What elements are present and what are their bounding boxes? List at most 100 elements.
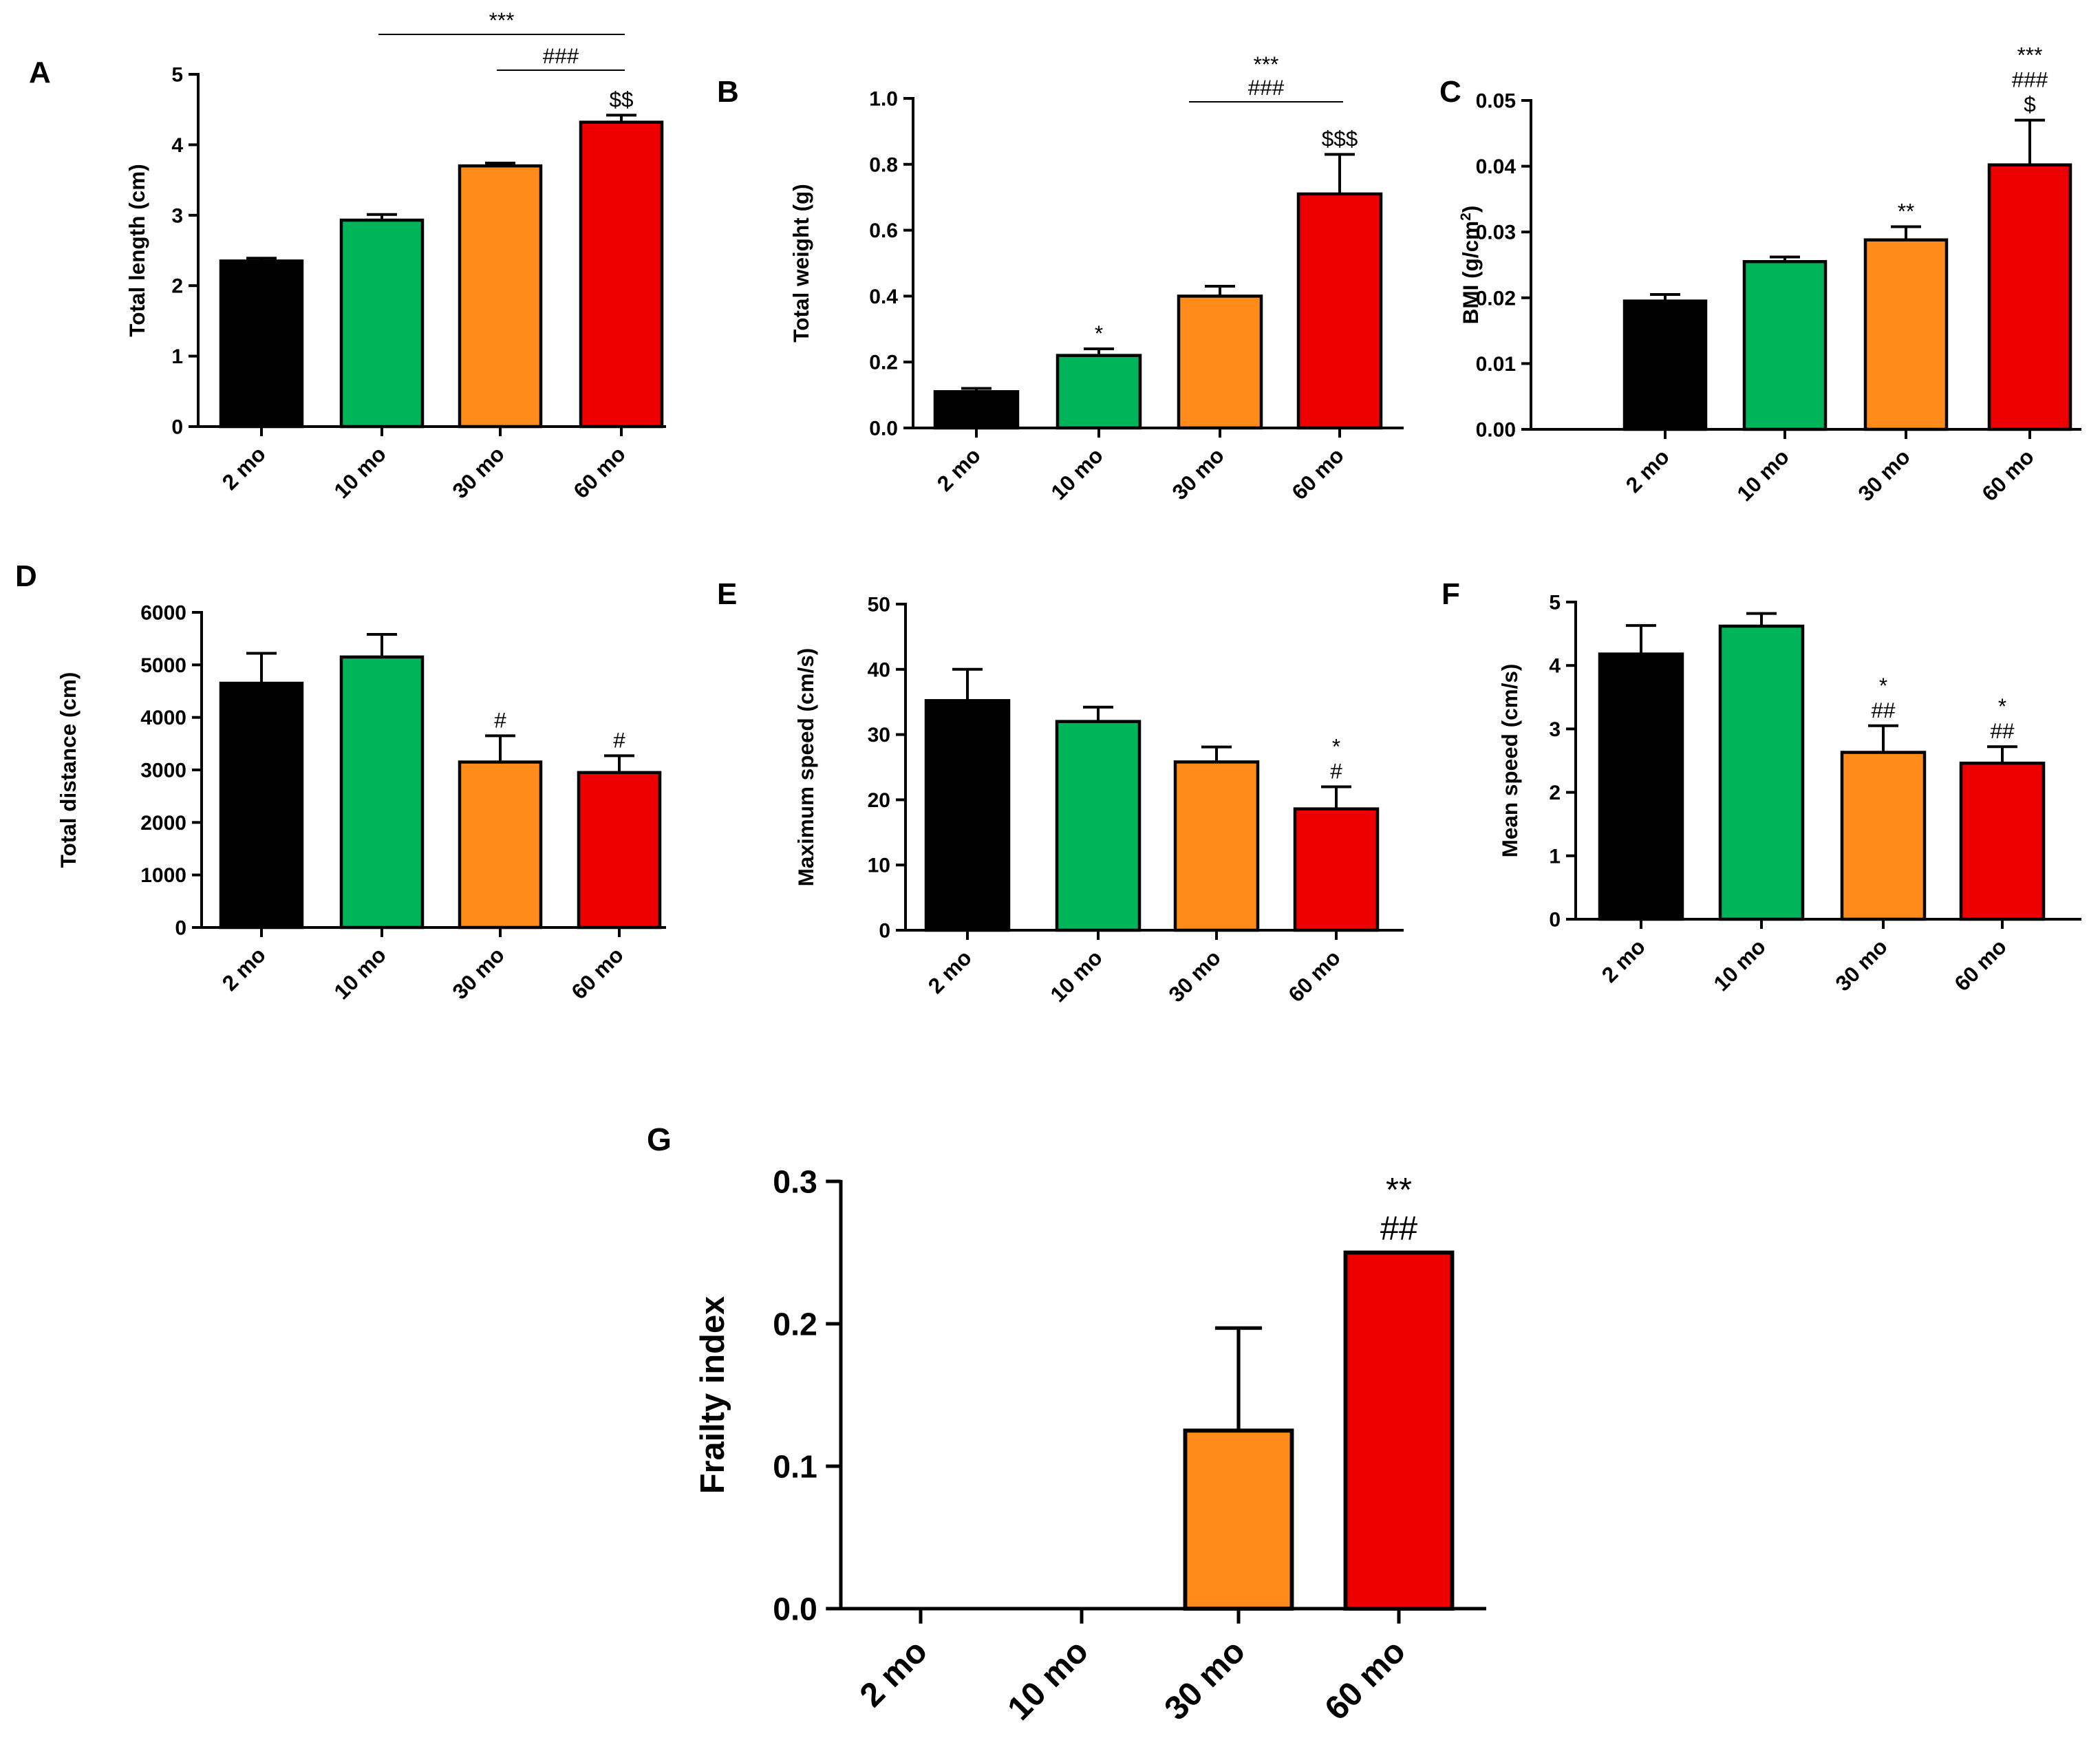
panel-e-bar: [924, 699, 1011, 932]
panel-e-y-tick-label: 40: [868, 658, 890, 681]
panel-c-bar: [1863, 238, 1949, 431]
panel-f-x-tick-label: 30 mo: [1830, 934, 1892, 996]
panel-c-x-tick-label: 10 mo: [1732, 444, 1794, 506]
panel-f-bar: [1718, 624, 1805, 921]
panel-a-bracket-label: ###: [543, 43, 579, 68]
panel-g-bar: [1343, 1250, 1455, 1611]
panel-b-bar: [1296, 192, 1383, 430]
panel-c-x-tick-label: 60 mo: [1977, 444, 2039, 506]
panel-g-significance-mark: **: [1386, 1172, 1412, 1209]
panel-e-y-tick-label: 0: [879, 920, 890, 943]
panel-a-bracket-label: ***: [489, 8, 515, 32]
panel-a-y-tick-label: 2: [171, 275, 183, 298]
panel-b-y-tick-label: 0.4: [869, 286, 898, 308]
panel-g-y-tick-label: 0.0: [773, 1591, 817, 1627]
panel-c-y-tick-label: 0.01: [1476, 353, 1516, 376]
panel-e-x-tick-label: 10 mo: [1045, 945, 1107, 1007]
panel-c-bar: [1987, 163, 2072, 431]
panel-f-y-tick-label: 5: [1549, 592, 1561, 614]
panel-a-x-tick-label: 60 mo: [568, 441, 630, 503]
panel-e-y-tick-label: 10: [868, 855, 890, 877]
panel-g-x-tick-label: 10 mo: [1000, 1633, 1095, 1728]
panel-d-y-tick-label: 1000: [140, 864, 186, 887]
panel-e-x-tick-label: 2 mo: [923, 945, 976, 998]
panel-d-y-tick-label: 5000: [140, 654, 186, 677]
panel-g-y-axis-title: Frailty index: [694, 1296, 731, 1494]
panel-g-x-tick-label: 60 mo: [1318, 1633, 1413, 1728]
panel-c-significance-mark: ***: [2017, 43, 2043, 67]
panel-c-y-tick-label: 0.05: [1476, 90, 1516, 113]
panel-a-bar: [339, 218, 425, 429]
panel-f-significance-mark: *: [1998, 694, 2006, 718]
panel-b-bracket-label: ***: [1254, 52, 1279, 76]
panel-a-y-tick-label: 0: [171, 416, 183, 439]
panel-d-y-axis-title: Total distance (cm): [56, 672, 81, 868]
panel-c-y-tick-label: 0.04: [1476, 155, 1517, 178]
panel-a: A 0 1 2 3 4 5 Total length (cm) 2 mo 10 mo 30 mo 60…: [29, 8, 666, 503]
panel-a-y-tick-label: 1: [171, 345, 183, 368]
panel-f-y-axis-title: Mean speed (cm/s): [1497, 664, 1522, 858]
panel-b-bar: [933, 390, 1020, 430]
panel-b-significance-mark: $$$: [1322, 126, 1358, 151]
panel-c-y-axis-title: BMI (g/cm2): [1458, 206, 1483, 325]
panel-b-y-axis-title: Total weight (g): [789, 184, 813, 342]
panel-f-significance-mark: ##: [1871, 698, 1896, 722]
panel-d-y-tick-label: 6000: [140, 602, 186, 625]
panel-d-bar: [339, 655, 425, 930]
panel-d-significance-mark: #: [613, 727, 625, 752]
panel-f-y-tick-label: 1: [1549, 845, 1561, 868]
panel-g-y-tick-label: 0.3: [773, 1163, 817, 1199]
panel-b-label: B: [717, 75, 739, 109]
panel-d-y-tick-label: 3000: [140, 760, 186, 782]
panel-g-y-tick-label: 0.2: [773, 1306, 817, 1342]
panel-a-y-tick-label: 5: [171, 64, 183, 87]
panel-c-bar: [1622, 299, 1708, 431]
panel-a-y-axis-title: Total length (cm): [125, 164, 149, 336]
panel-e-bar: [1055, 720, 1142, 932]
panel-b-bracket-label: ###: [1248, 75, 1285, 100]
panel-f-significance-mark: *: [1879, 673, 1887, 698]
panel-c-x-tick-label: 30 mo: [1853, 444, 1915, 506]
panel-a-y-tick-label: 3: [171, 204, 183, 227]
panel-a-x-tick-label: 2 mo: [217, 441, 270, 494]
panel-e: E 0 10 20 30 40 50 Maximum speed (cm/s) 2 mo 10 m…: [717, 577, 1404, 1007]
panel-d: D 0 1000 2000 3000 4000 5000 6000 Total distance…: [15, 559, 666, 1004]
panel-d-x-tick-label: 2 mo: [217, 942, 270, 995]
panel-e-x-tick-label: 30 mo: [1164, 945, 1225, 1007]
panel-g-label: G: [647, 1122, 672, 1157]
panel-e-label: E: [717, 577, 737, 611]
panel-e-y-tick-label: 50: [868, 594, 890, 616]
panel-f-y-tick-label: 0: [1549, 909, 1561, 932]
panel-f-label: F: [1442, 577, 1460, 611]
panel-b-x-tick-label: 60 mo: [1287, 442, 1349, 504]
panel-d-significance-mark: #: [494, 707, 506, 732]
panel-f: F 0 1 2 3 4 5 Mean speed (cm/s) 2 mo 10 mo 30 mo ##…: [1442, 577, 2081, 996]
panel-b-x-tick-label: 30 mo: [1167, 442, 1229, 504]
panel-g-bar: [1183, 1428, 1294, 1611]
panel-a-bar: [458, 164, 543, 429]
panel-a-x-tick-label: 30 mo: [447, 441, 509, 503]
panel-d-x-tick-label: 30 mo: [447, 942, 509, 1004]
panel-e-x-tick-label: 60 mo: [1283, 945, 1345, 1007]
panel-f-significance-mark: ##: [1990, 718, 2015, 743]
panel-g-y-tick-label: 0.1: [773, 1448, 817, 1484]
panel-g-significance-mark: ##: [1380, 1210, 1417, 1247]
panel-c-x-tick-label: 2 mo: [1620, 444, 1673, 497]
panel-g-x-tick-label: 30 mo: [1157, 1633, 1252, 1728]
panel-g: G 0.0 0.1 0.2 0.3 Frailty index 2 mo 10 mo 30 mo…: [647, 1122, 1486, 1728]
panel-e-significance-mark: *: [1332, 733, 1340, 758]
panel-b-x-tick-label: 2 mo: [932, 442, 985, 495]
panel-e-y-tick-label: 20: [868, 789, 890, 812]
panel-a-bar: [219, 259, 304, 429]
panel-a-label: A: [29, 56, 51, 89]
panel-f-y-tick-label: 2: [1549, 782, 1561, 804]
panel-d-x-tick-label: 60 mo: [566, 942, 628, 1004]
panel-d-y-tick-label: 0: [175, 917, 186, 940]
panel-b-bar: [1177, 294, 1263, 430]
panel-c-bar: [1742, 259, 1828, 431]
panel-d-bar: [458, 760, 543, 930]
panel-c-significance-mark: **: [1898, 199, 1915, 224]
panel-e-y-axis-title: Maximum speed (cm/s): [793, 648, 818, 887]
panel-f-bar: [1959, 761, 2046, 921]
panel-e-significance-mark: #: [1330, 758, 1342, 783]
